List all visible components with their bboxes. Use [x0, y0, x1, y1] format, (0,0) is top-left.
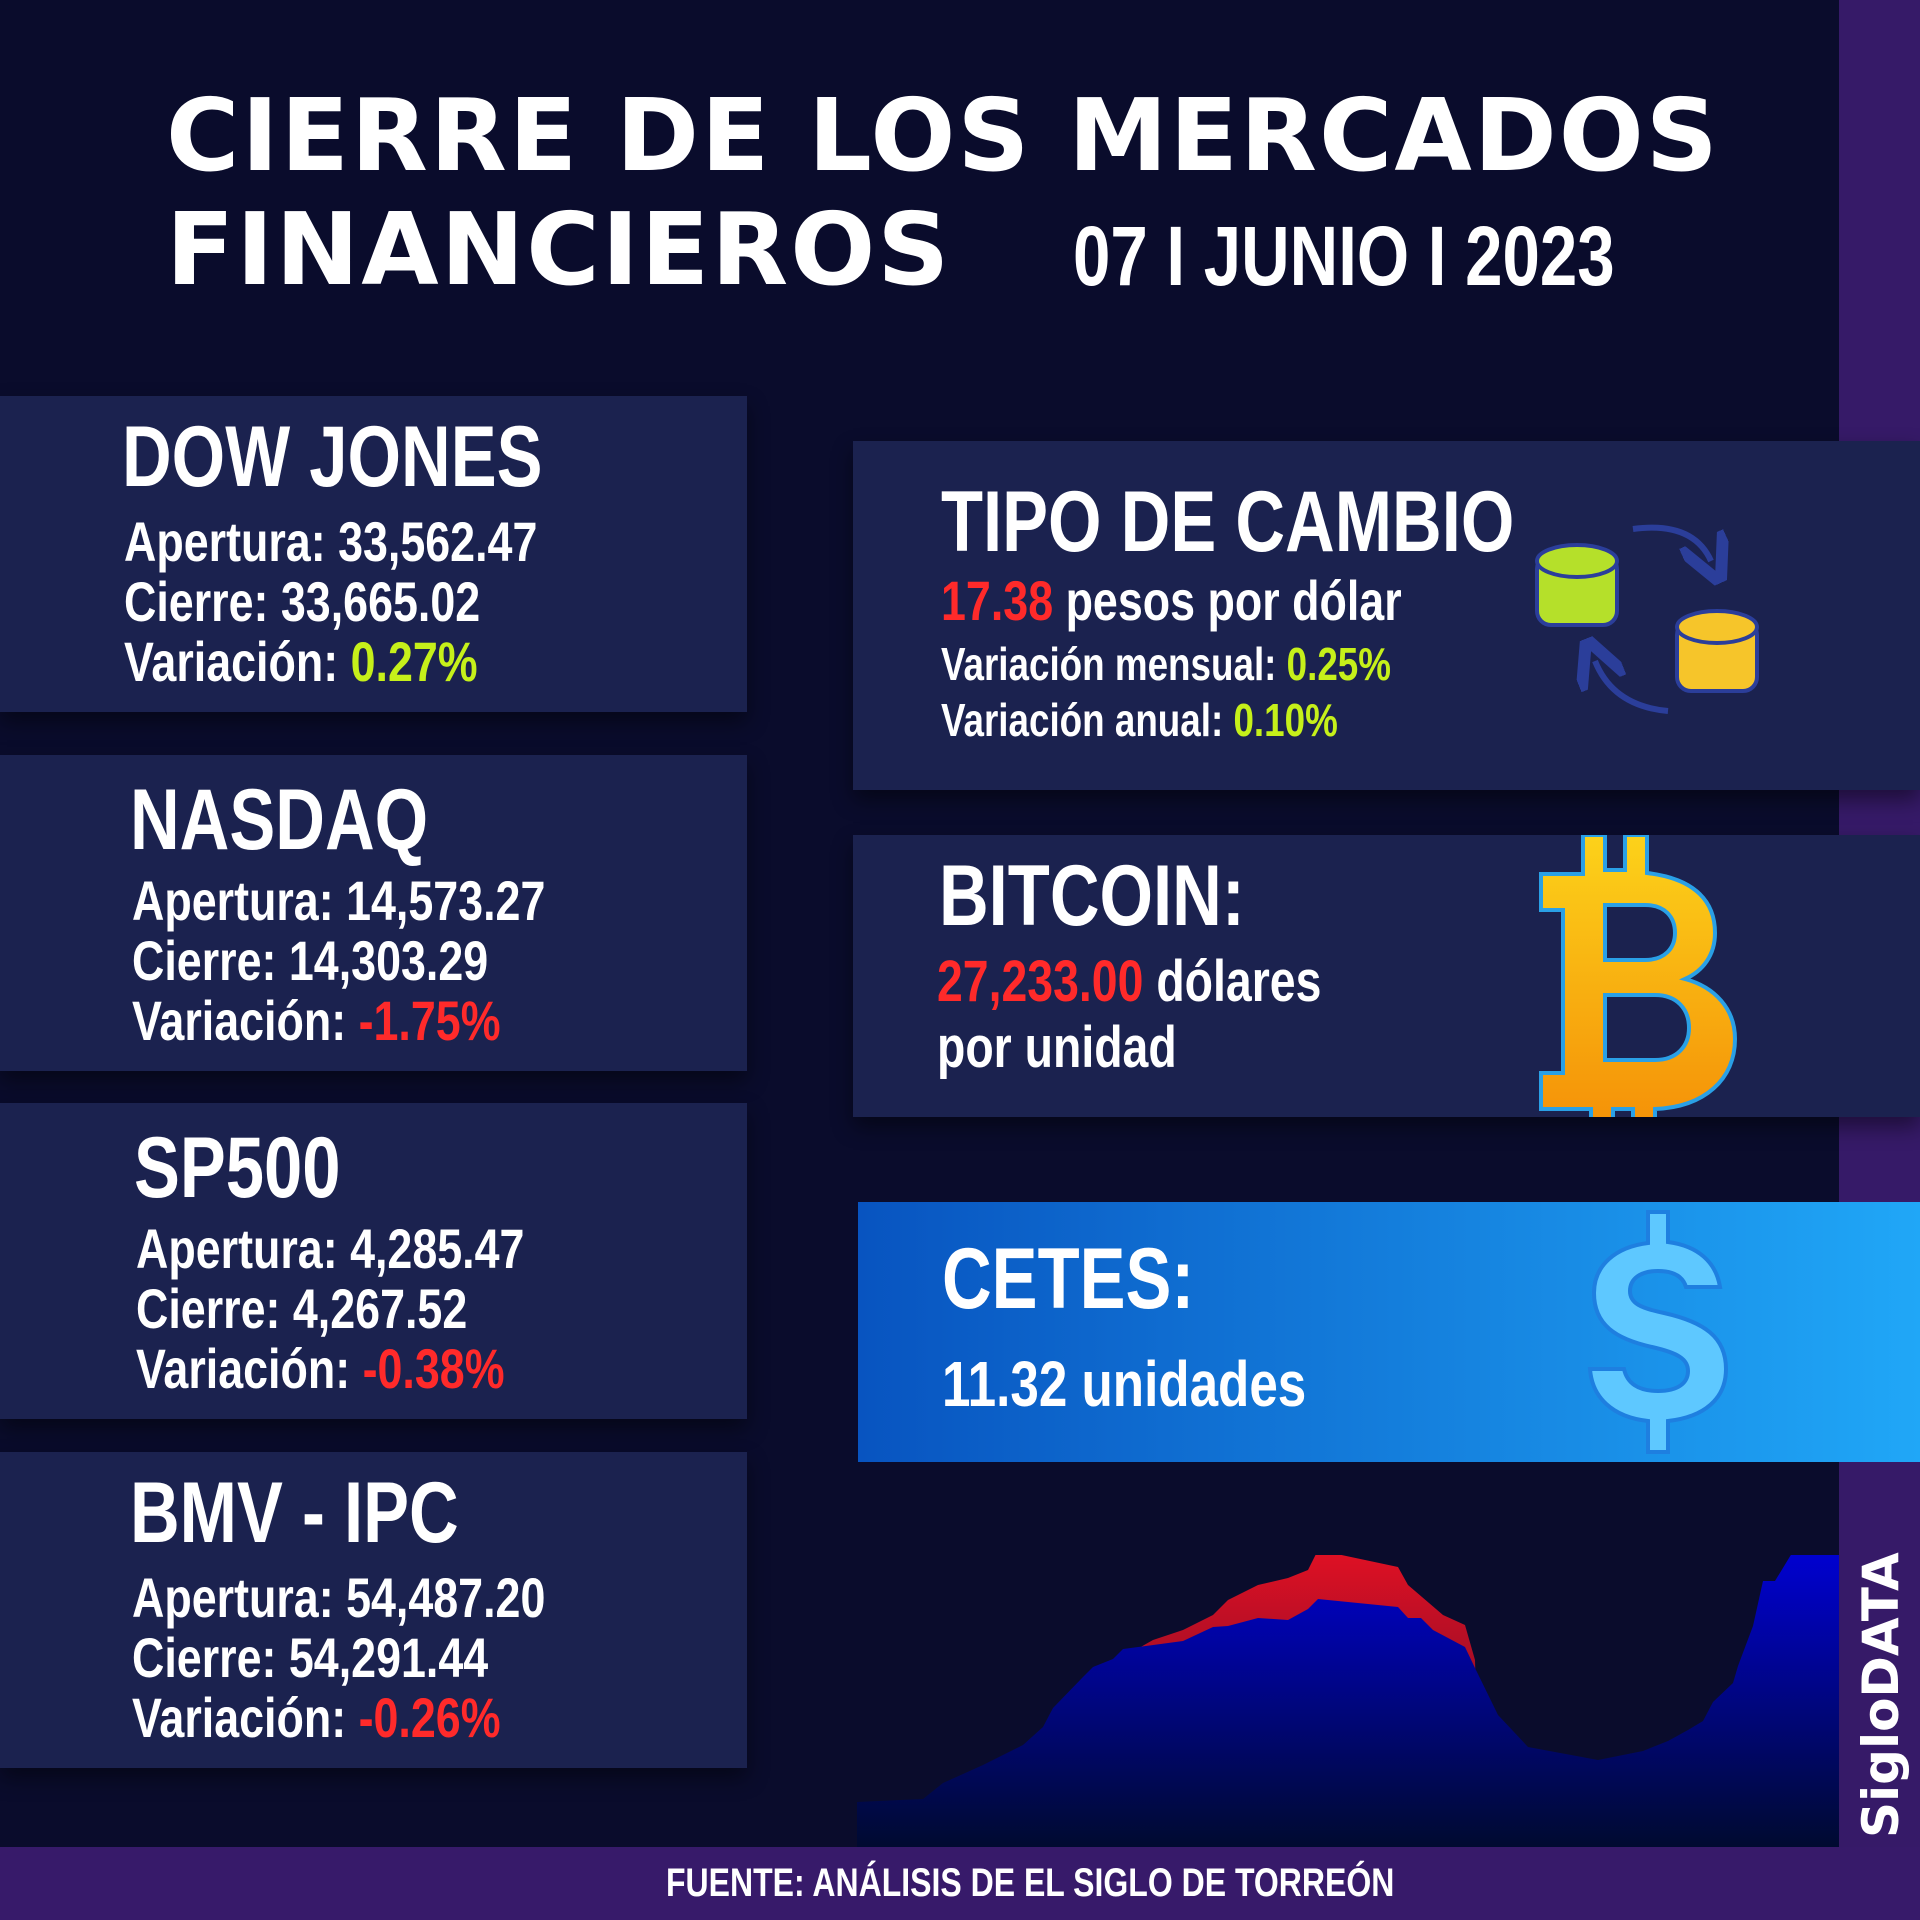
- page-title-line2: FINANCIEROS: [166, 191, 952, 308]
- index-name: DOW JONES: [122, 409, 543, 505]
- monthly-variation: Variación mensual: 0.25%: [941, 638, 1391, 690]
- date: 07 I JUNIO I 2023: [1073, 209, 1615, 303]
- bitcoin-title: BITCOIN:: [939, 848, 1245, 944]
- cetes-value: 11.32 unidades: [942, 1348, 1307, 1420]
- open-line: Apertura: 33,562.47: [124, 510, 538, 573]
- footer: FUENTE: ANÁLISIS DE EL SIGLO DE TORREÓN: [0, 1847, 1920, 1920]
- variation-line: Variación: -0.38%: [136, 1337, 505, 1400]
- annual-variation: Variación anual: 0.10%: [941, 694, 1338, 746]
- card-bmv-ipc: BMV - IPC Apertura: 54,487.20 Cierre: 54…: [0, 1452, 747, 1768]
- bitcoin-unit-line: por unidad: [937, 1015, 1177, 1080]
- close-line: Cierre: 14,303.29: [132, 929, 489, 992]
- card-dow-jones: DOW JONES Apertura: 33,562.47 Cierre: 33…: [0, 396, 747, 712]
- cetes-title: CETES:: [942, 1231, 1195, 1327]
- card-cetes: CETES: 11.32 unidades: [858, 1202, 1920, 1462]
- close-line: Cierre: 33,665.02: [124, 570, 481, 633]
- variation-line: Variación: -1.75%: [132, 989, 501, 1052]
- decorative-area-chart: [857, 1555, 1839, 1847]
- close-line: Cierre: 54,291.44: [132, 1626, 489, 1689]
- brand-logo: SigloDATA: [1852, 1552, 1910, 1838]
- open-line: Apertura: 54,487.20: [132, 1566, 546, 1629]
- close-line: Cierre: 4,267.52: [136, 1277, 468, 1340]
- exchange-rate-line: 17.38 pesos por dólar: [941, 569, 1402, 632]
- card-sp500: SP500 Apertura: 4,285.47 Cierre: 4,267.5…: [0, 1103, 747, 1419]
- bitcoin-icon: [1539, 835, 1738, 1117]
- exchange-title: TIPO DE CAMBIO: [941, 474, 1515, 570]
- card-bitcoin: BITCOIN: 27,233.00 dólares por unidad: [853, 835, 1920, 1117]
- blue-area: [857, 1555, 1839, 1847]
- variation-line: Variación: -0.26%: [132, 1686, 501, 1749]
- bitcoin-price-line: 27,233.00 dólares: [937, 949, 1322, 1014]
- variation-line: Variación: 0.27%: [124, 630, 478, 693]
- card-nasdaq: NASDAQ Apertura: 14,573.27 Cierre: 14,30…: [0, 755, 747, 1071]
- open-line: Apertura: 4,285.47: [136, 1217, 525, 1280]
- index-name: NASDAQ: [130, 772, 429, 868]
- coins-exchange-icon: [1535, 524, 1759, 714]
- index-name: BMV - IPC: [130, 1465, 459, 1561]
- index-name: SP500: [134, 1120, 341, 1216]
- dollar-icon: [1587, 1210, 1729, 1454]
- card-exchange-rate: TIPO DE CAMBIO 17.38 pesos por dólar Var…: [853, 441, 1920, 790]
- open-line: Apertura: 14,573.27: [132, 869, 546, 932]
- page-title-line1: CIERRE DE LOS MERCADOS: [166, 77, 1720, 194]
- source-text: FUENTE: ANÁLISIS DE EL SIGLO DE TORREÓN: [666, 1861, 1395, 1905]
